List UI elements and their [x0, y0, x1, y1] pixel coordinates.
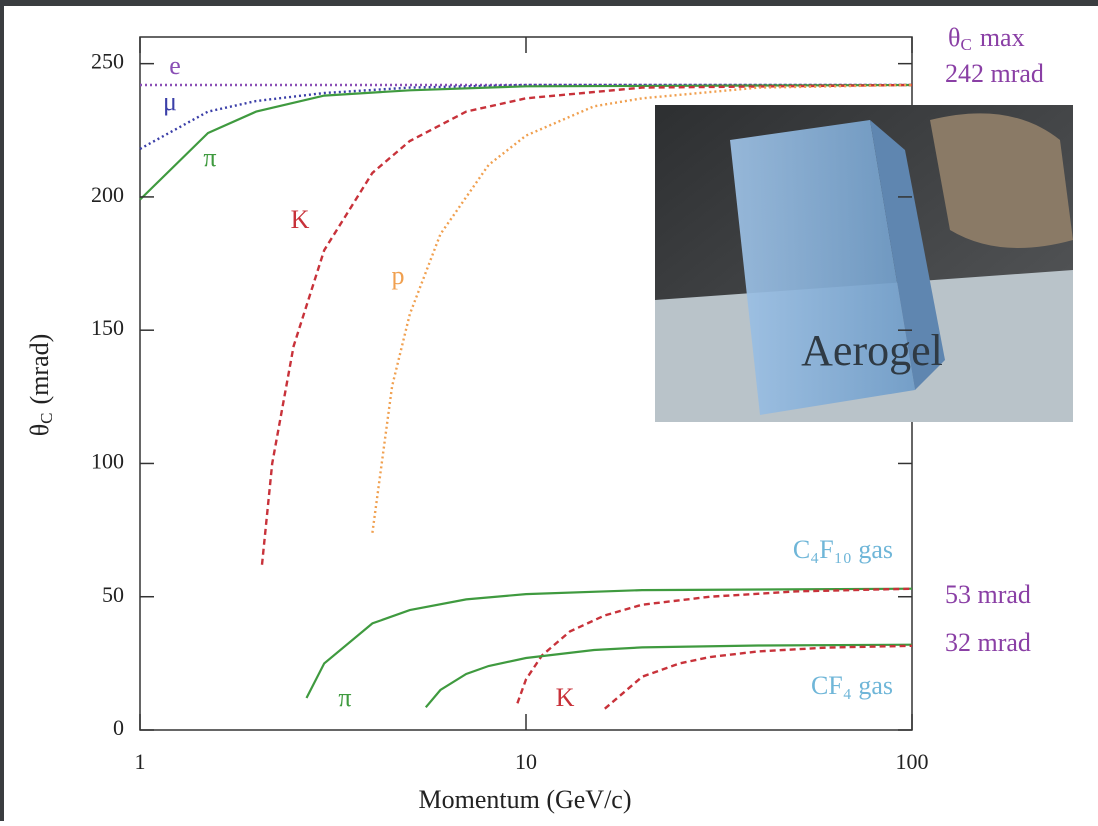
- y-tick-label: 0: [113, 715, 124, 740]
- inset-label: Aerogel: [801, 326, 943, 375]
- y-axis-sub: C: [37, 412, 56, 423]
- series-label: π: [338, 683, 351, 712]
- cf4-label: CF₄ gas: [811, 671, 893, 700]
- series-label: μ: [163, 87, 177, 116]
- y-axis-symbol: θ: [25, 424, 54, 436]
- left-strip: [0, 0, 4, 821]
- series-label: π: [203, 143, 216, 172]
- y-tick-label: 250: [91, 49, 124, 74]
- series-label: K: [291, 205, 310, 234]
- x-axis-title: Momentum (GeV/c): [418, 785, 631, 814]
- y-tick-label: 150: [91, 315, 124, 340]
- series-label: K: [556, 683, 575, 712]
- chart: Momentum (GeV/c) θC(mrad) θCmax 242 mrad…: [0, 0, 1098, 821]
- y-tick-label: 100: [91, 449, 124, 474]
- theta-symbol: θ: [948, 23, 960, 52]
- theta-rest: max: [980, 23, 1025, 52]
- cf4-max-label: 32 mrad: [945, 628, 1031, 657]
- series-label: e: [169, 51, 181, 80]
- c4f10-label: C₄F₁₀ gas: [793, 535, 893, 564]
- x-tick-label: 100: [896, 749, 929, 774]
- top-strip: [0, 0, 1098, 6]
- aerogel-max-label: 242 mrad: [945, 59, 1044, 88]
- y-axis-unit: (mrad): [25, 334, 54, 405]
- x-tick-label: 10: [515, 749, 537, 774]
- aerogel-photo: Aerogel: [655, 105, 1073, 422]
- x-tick-label: 1: [135, 749, 146, 774]
- y-tick-label: 50: [102, 582, 124, 607]
- series-label: p: [392, 261, 405, 290]
- page: {"chart_data": { "type": "line", "x_labe…: [0, 0, 1098, 821]
- theta-sub: C: [960, 35, 971, 54]
- c4f10-max-label: 53 mrad: [945, 580, 1031, 609]
- y-axis-title: θC (mrad): [25, 334, 56, 437]
- y-tick-label: 200: [91, 182, 124, 207]
